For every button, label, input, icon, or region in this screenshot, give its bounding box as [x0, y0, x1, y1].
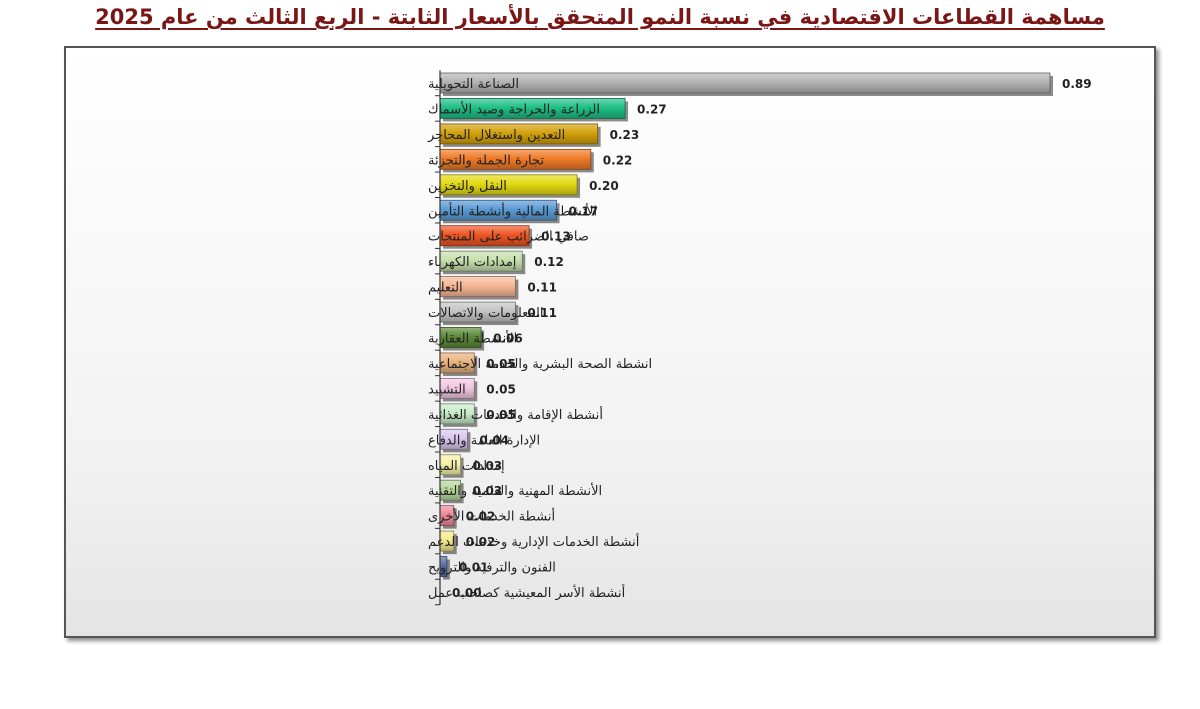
value-label: 0.05 — [486, 408, 516, 422]
value-label: 0.27 — [637, 102, 667, 116]
chart-title: مساهمة القطاعات الاقتصادية في نسبة النمو… — [95, 5, 1105, 29]
value-label: 0.05 — [486, 382, 516, 396]
category-label: الأنشطة المهنية والعلمية والتقنية — [428, 482, 602, 499]
category-label: أنشطة الأسر المعيشية كصاحب عمل — [428, 584, 625, 601]
value-label: 0.00 — [452, 586, 482, 600]
value-label: 0.22 — [603, 153, 633, 167]
value-label: 0.17 — [569, 204, 599, 218]
value-label: 0.23 — [610, 128, 640, 142]
category-label: الإدارة العامة والدفاع — [428, 433, 540, 448]
value-label: 0.02 — [466, 510, 496, 524]
value-label: 0.05 — [486, 357, 516, 371]
category-label: التعليم — [428, 281, 463, 296]
value-label: 0.06 — [493, 332, 523, 346]
category-label: أنشطة الخدمات الإدارية وخدمات الدعم — [428, 533, 639, 550]
category-label: النقل والتخزين — [428, 179, 507, 194]
value-label: 0.02 — [466, 535, 496, 549]
value-label: 0.01 — [459, 561, 489, 575]
category-label: انشطة الصحة البشرية والخدمة الاجتماعية — [428, 357, 652, 372]
value-label: 0.04 — [479, 433, 509, 447]
bar — [439, 72, 1051, 94]
value-label: 0.11 — [527, 281, 557, 295]
category-label: التشييد — [428, 382, 466, 397]
chart-area: الصناعة التحويلية 0.89 الزراعة والحراجة وص… — [64, 46, 1156, 638]
category-label: الزراعة والحراجة وصيد الأسماك — [428, 100, 600, 117]
category-label: المعلومات والاتصالات — [428, 306, 543, 321]
category-label: تجارة الجملة والتجزئة — [428, 153, 544, 168]
category-label: الأنشطة المالية وأنشطة التأمين — [428, 201, 597, 219]
category-label: صافي الضرائب على المنتجات — [428, 230, 589, 245]
value-label: 0.13 — [541, 230, 571, 244]
category-label: التعدين واستغلال المحاجر — [427, 128, 565, 143]
category-label: أنشطة الإقامة والخدمات الغذائية — [428, 406, 603, 423]
value-label: 0.03 — [473, 459, 503, 473]
category-label: الفنون والترفيه والترويح — [428, 561, 556, 576]
category-label: الصناعة التحويلية — [428, 77, 519, 92]
value-label: 0.12 — [534, 255, 564, 269]
value-label: 0.03 — [473, 484, 503, 498]
category-label: إمدادات المياه — [428, 459, 505, 474]
category-label: أنشطة الخدمات الأخرى — [428, 508, 555, 525]
category-label: إمدادات الكهرباء — [428, 255, 516, 270]
value-label: 0.89 — [1062, 77, 1092, 91]
category-label: الأنشطة العقارية — [428, 330, 517, 347]
value-label: 0.20 — [589, 179, 619, 193]
bar-chart: الصناعة التحويلية 0.89 الزراعة والحراجة وص… — [427, 70, 1092, 606]
value-label: 0.11 — [527, 306, 557, 320]
